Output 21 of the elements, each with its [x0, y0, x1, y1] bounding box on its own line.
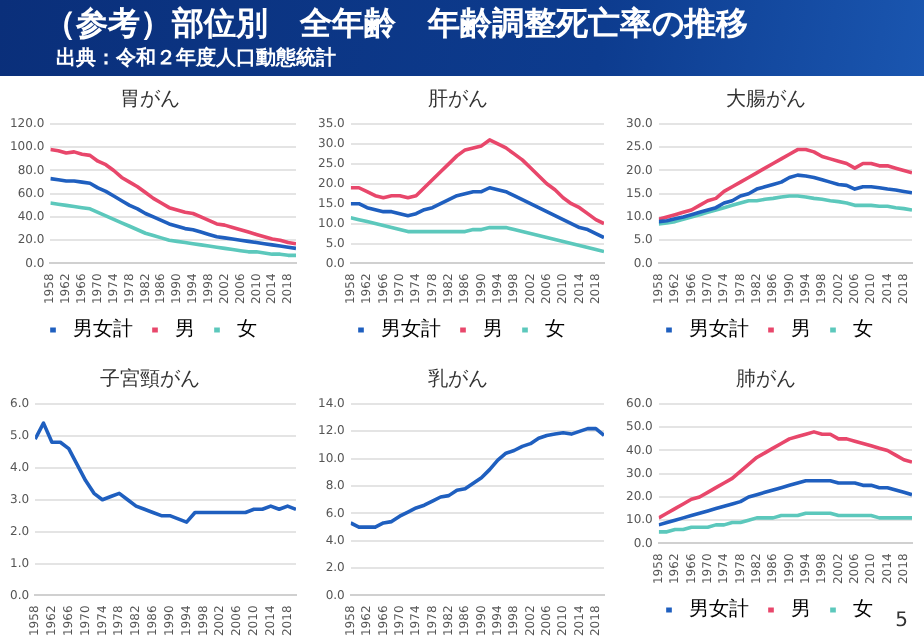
legend-label: 女	[237, 317, 257, 342]
chart-title: 子宮頸がん	[100, 367, 200, 392]
legend-label: 男	[175, 319, 195, 342]
legend-label: 女	[853, 317, 873, 342]
legend-label: 男	[791, 599, 811, 622]
text: 5	[895, 610, 908, 632]
legend-label: 男女計	[689, 317, 749, 342]
chart-title: 乳がん	[428, 367, 488, 392]
chart-title: 大腸がん	[726, 87, 806, 112]
legend-label: 女	[853, 597, 873, 622]
chart-title: 肺がん	[736, 367, 796, 392]
legend-label: 女	[545, 317, 565, 342]
chart-title: 肝がん	[428, 89, 488, 112]
text: 出典：令和２年度人口動態統計	[56, 44, 336, 72]
chart-title: 胃がん	[120, 89, 180, 112]
legend-label: 男女計	[381, 317, 441, 342]
legend-label: 男女計	[689, 597, 749, 622]
legend-label: 男	[483, 319, 503, 342]
legend-label: 男	[791, 319, 811, 342]
legend-label: 男女計	[73, 317, 133, 342]
text: （参考）部位別 全年齢 年齢調整死亡率の推移	[44, 4, 748, 46]
